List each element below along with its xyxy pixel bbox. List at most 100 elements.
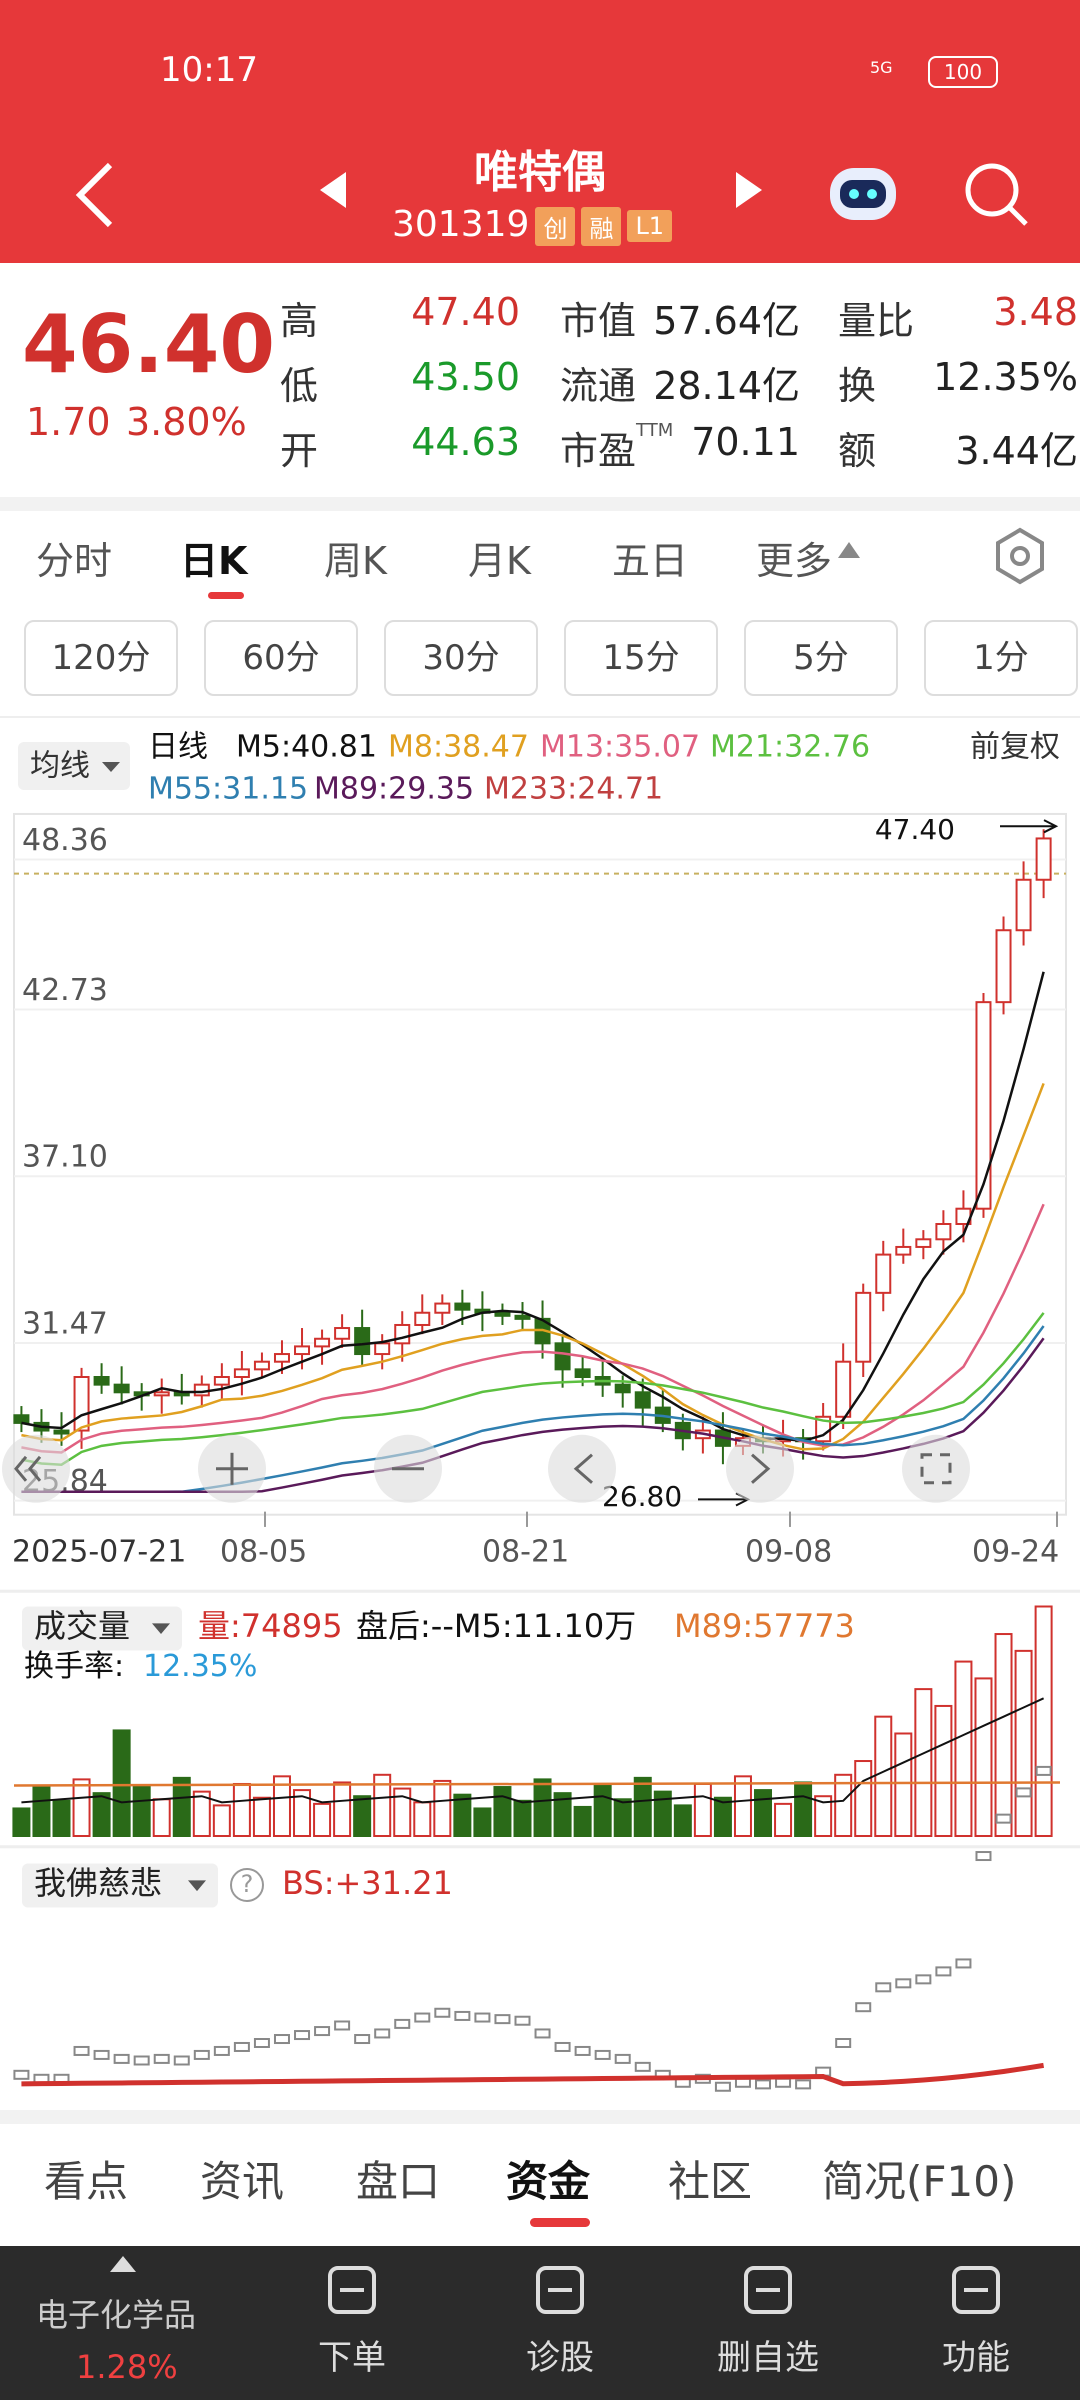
robot-icon[interactable] — [826, 158, 900, 228]
prev-stock[interactable] — [318, 172, 348, 208]
candle-body — [314, 1337, 331, 1348]
volume-bar — [633, 1776, 652, 1837]
stat-label: 额 — [838, 429, 877, 473]
period-tab[interactable]: 五日 — [612, 539, 689, 583]
candle-body — [574, 1368, 591, 1378]
indicator-box — [795, 2079, 812, 2090]
chart-control[interactable] — [902, 1434, 970, 1503]
chart-control[interactable] — [726, 1434, 794, 1503]
stock-code: 301319 创融 L1 — [392, 204, 673, 246]
indicator-selector — [22, 1863, 218, 1908]
nav-icon[interactable] — [740, 2262, 796, 2318]
indicator-box — [354, 2034, 371, 2045]
volume-bar — [974, 1677, 993, 1837]
interval-button[interactable]: 15分 — [564, 620, 718, 696]
up-arrow — [110, 2256, 136, 2272]
nav-item[interactable]: 诊股 — [526, 2338, 594, 2378]
volume-bar — [874, 1715, 893, 1837]
help-icon — [230, 1867, 264, 1902]
interval-button[interactable]: 1分 — [924, 620, 1078, 696]
icon — [28, 1455, 42, 1482]
volume-bar — [473, 1807, 492, 1837]
stat-value: 3.48 — [993, 290, 1078, 334]
indicator-box — [173, 2055, 190, 2066]
period-tab[interactable]: 月K — [468, 539, 531, 583]
volume-bar — [252, 1796, 271, 1837]
indicator-box — [13, 2069, 30, 2080]
bottom-tab[interactable]: 简况(F10) — [822, 2157, 1017, 2206]
interval-button[interactable]: 60分 — [204, 620, 358, 696]
nav-icon[interactable] — [324, 2262, 380, 2318]
battery: 100 — [928, 56, 998, 88]
nav-item[interactable]: 删自选 — [717, 2338, 819, 2378]
volume-bar — [914, 1688, 933, 1837]
volume-bar — [333, 1781, 352, 1837]
change: 1.70 — [26, 400, 111, 444]
interval-button[interactable]: 120分 — [24, 620, 178, 696]
volume-bar — [12, 1807, 31, 1837]
stat-value: 47.40 — [411, 290, 520, 334]
candle-body — [494, 1311, 511, 1317]
ma-legend-item: M89:29.35 — [314, 772, 474, 807]
period-tab[interactable]: 更多 — [756, 539, 833, 583]
volume-bar — [293, 1789, 312, 1837]
indicator-box — [1035, 1765, 1052, 1776]
volume-bar — [373, 1773, 392, 1838]
volume-bar — [72, 1778, 91, 1838]
volume-bar — [653, 1790, 672, 1838]
interval-button[interactable]: 5分 — [744, 620, 898, 696]
indicator-box — [233, 2041, 250, 2052]
candle-body — [614, 1383, 631, 1394]
volume-bar — [573, 1805, 592, 1838]
indicator-box — [935, 1966, 952, 1977]
bottom-tab[interactable]: 资金 — [506, 2157, 591, 2206]
help-text: ? — [241, 1870, 254, 1898]
volume-bar — [353, 1795, 372, 1837]
indicator-box — [775, 2077, 792, 2088]
candle-body — [113, 1383, 130, 1394]
indicator-box — [394, 2018, 411, 2029]
volume-bar — [272, 1775, 291, 1837]
stat-value: 44.63 — [411, 420, 520, 464]
nav-item[interactable]: 下单 — [318, 2338, 386, 2378]
interval-button[interactable]: 30分 — [384, 620, 538, 696]
candle-body — [153, 1391, 170, 1397]
candle-body — [895, 1245, 912, 1256]
bottom-tab[interactable]: 盘口 — [356, 2157, 441, 2206]
ma-selector-label: 均线 — [30, 749, 90, 784]
candle-body — [1015, 878, 1032, 932]
volume-bar — [1014, 1649, 1033, 1837]
back-button[interactable] — [70, 160, 120, 230]
volume-bar — [794, 1781, 813, 1837]
period-tab[interactable]: 周K — [324, 539, 387, 583]
volume-bar — [192, 1790, 211, 1838]
bottom-tab[interactable]: 看点 — [44, 2157, 129, 2206]
sector[interactable]: 电子化学品 — [36, 2296, 197, 2334]
bottom-tab[interactable]: 资讯 — [200, 2157, 285, 2206]
volume-legend-item: 盘后:--M5:11.10万 — [356, 1607, 636, 1645]
nav-icon[interactable] — [948, 2262, 1004, 2318]
period-tab[interactable]: 日K — [180, 539, 248, 583]
stat-label: 高 — [280, 299, 319, 343]
chart-control[interactable] — [548, 1434, 616, 1503]
candle-body — [73, 1376, 90, 1432]
volume-bar — [834, 1773, 853, 1838]
indicator-box — [955, 1958, 972, 1969]
price-tick-label: 42.73 — [22, 973, 108, 1008]
network: 5G — [870, 58, 893, 77]
volume-bar — [754, 1789, 773, 1837]
volume-bar — [433, 1779, 452, 1838]
stat-label: 流通 — [560, 364, 637, 408]
tab-underline — [208, 592, 244, 599]
stat-label: 开 — [280, 429, 319, 473]
volume-bar — [934, 1704, 953, 1838]
nav-item[interactable]: 功能 — [942, 2338, 1010, 2378]
volume-legend-item: 量:74895 — [198, 1607, 343, 1645]
period-tab[interactable]: 分时 — [36, 539, 113, 583]
next-stock[interactable] — [734, 172, 764, 208]
bottom-tab[interactable]: 社区 — [668, 2157, 753, 2206]
nav-icon[interactable] — [532, 2262, 588, 2318]
chart-control[interactable] — [2, 1434, 70, 1503]
search-icon[interactable] — [962, 160, 1032, 230]
settings-icon[interactable] — [990, 526, 1050, 586]
